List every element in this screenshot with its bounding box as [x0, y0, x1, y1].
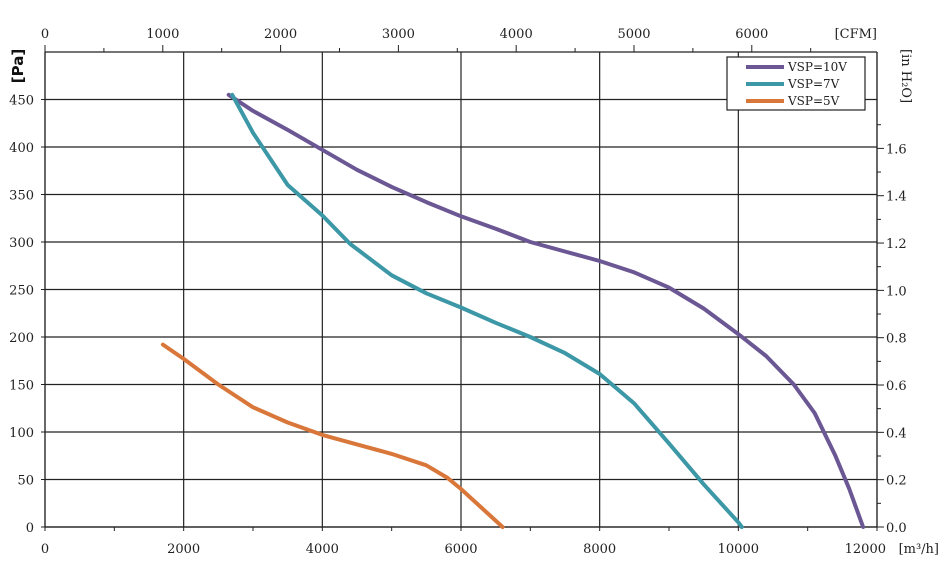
y-tick-label: 0: [26, 521, 34, 536]
legend-label: VSP=10V: [787, 60, 847, 74]
x2-tick-label: 2000: [264, 27, 297, 42]
y-tick-label: 150: [9, 379, 34, 394]
x-axis-unit-label: [m³/h]: [899, 542, 939, 557]
legend: VSP=10V VSP=7V VSP=5V: [726, 56, 866, 111]
x-tick-label: 6000: [444, 542, 477, 557]
y-axis-right: 0.0 0.2 0.4 0.6 0.8 1.0 1.2 1.4 1.6 [in H₂O]: [877, 49, 913, 536]
x-tick-label: 12000: [845, 542, 886, 557]
y2-tick-label: 0.8: [886, 332, 907, 347]
y2-tick-label: 0.2: [886, 474, 907, 489]
x-axis-top: 0 1000 2000 3000 4000 5000 6000 [CFM]: [41, 27, 877, 52]
y-tick-label: 100: [9, 426, 34, 441]
x-tick-label: 8000: [583, 542, 616, 557]
y2-tick-label: 0.4: [886, 426, 907, 441]
x2-tick-label: 1000: [146, 27, 179, 42]
y2-tick-label: 0.0: [886, 521, 907, 536]
x2-tick-label: 0: [41, 27, 49, 42]
x-tick-label: 0: [41, 542, 49, 557]
y-tick-label: 200: [9, 331, 34, 346]
y-tick-label: 300: [9, 236, 34, 251]
x2-tick-label: 3000: [382, 27, 415, 42]
series-line-vsp-7v: [230, 92, 744, 529]
y-axis-left: 0 50 100 150 200 250 300 350 400 450 [Pa]: [9, 49, 45, 536]
y-tick-label: 400: [9, 141, 34, 156]
y-axis-unit-label: [Pa]: [9, 49, 27, 83]
x2-tick-label: 4000: [500, 27, 533, 42]
y-tick-label: 250: [9, 284, 34, 299]
legend-label: VSP=5V: [787, 94, 840, 108]
series-line-vsp-10v: [226, 92, 866, 529]
grid-lines: [44, 51, 878, 528]
legend-label: VSP=7V: [787, 77, 840, 91]
y2-axis-unit-label: [in H₂O]: [898, 49, 913, 103]
x-axis-bottom: 0 2000 4000 6000 8000 10000 12000 [m³/h]: [41, 527, 939, 557]
x2-tick-label: 5000: [617, 27, 650, 42]
y2-tick-label: 1.6: [886, 142, 907, 157]
x2-tick-label: 6000: [735, 27, 768, 42]
y-tick-label: 450: [9, 94, 34, 109]
y2-tick-label: 0.6: [886, 379, 907, 394]
y-tick-label: 350: [9, 189, 34, 204]
y2-tick-label: 1.2: [886, 237, 907, 252]
x-tick-label: 2000: [167, 542, 200, 557]
x-tick-label: 10000: [718, 542, 759, 557]
y-tick-label: 50: [17, 474, 34, 489]
x2-axis-unit-label: [CFM]: [835, 27, 877, 42]
y2-tick-label: 1.4: [886, 190, 907, 205]
series-line-vsp-5v: [160, 342, 505, 529]
y2-tick-label: 1.0: [886, 284, 907, 299]
series-lines: [160, 92, 866, 529]
x-tick-label: 4000: [306, 542, 339, 557]
